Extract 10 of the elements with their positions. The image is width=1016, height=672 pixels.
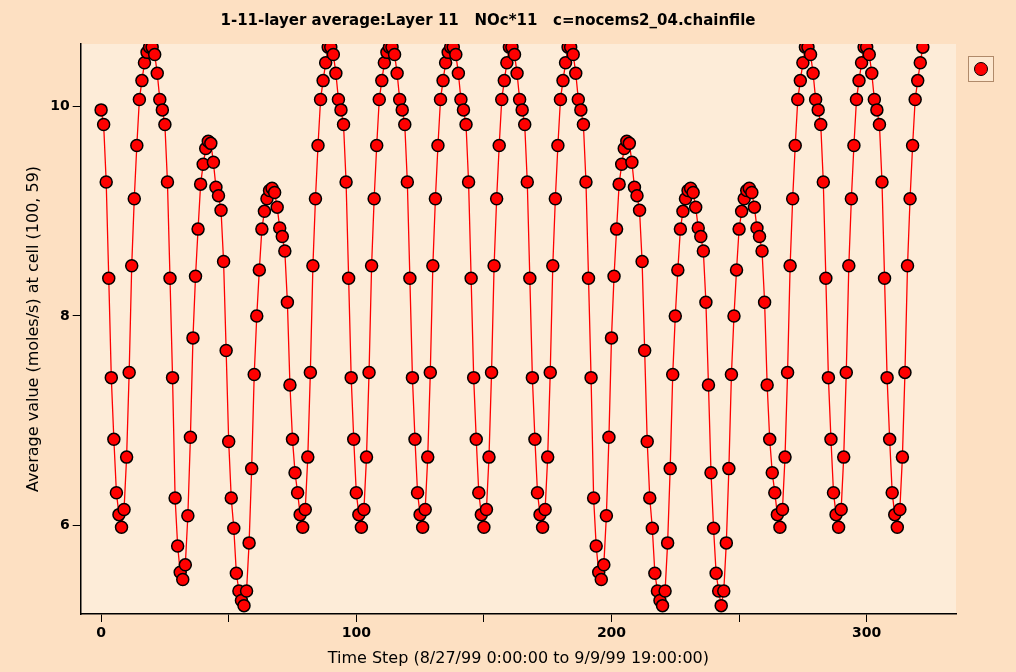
y-tick-label: 6 <box>59 515 70 532</box>
chart-title: 1-11-layer average:Layer 11 NOc*11 c=nocems2_04.chainfile <box>220 10 756 29</box>
x-tick-label: 0 <box>96 624 107 641</box>
y-tick-label: 10 <box>50 97 70 114</box>
x-tick-label: 100 <box>341 624 372 641</box>
y-tick-label: 8 <box>59 306 70 323</box>
x-tick-label: 300 <box>852 624 882 641</box>
x-tick-label: 200 <box>596 624 627 641</box>
x-axis-title: Time Step (8/27/99 0:00:00 to 9/9/99 19:00:00) <box>326 647 710 667</box>
y-axis-title: Average value (moles/s) at cell (100, 59) <box>22 165 42 493</box>
